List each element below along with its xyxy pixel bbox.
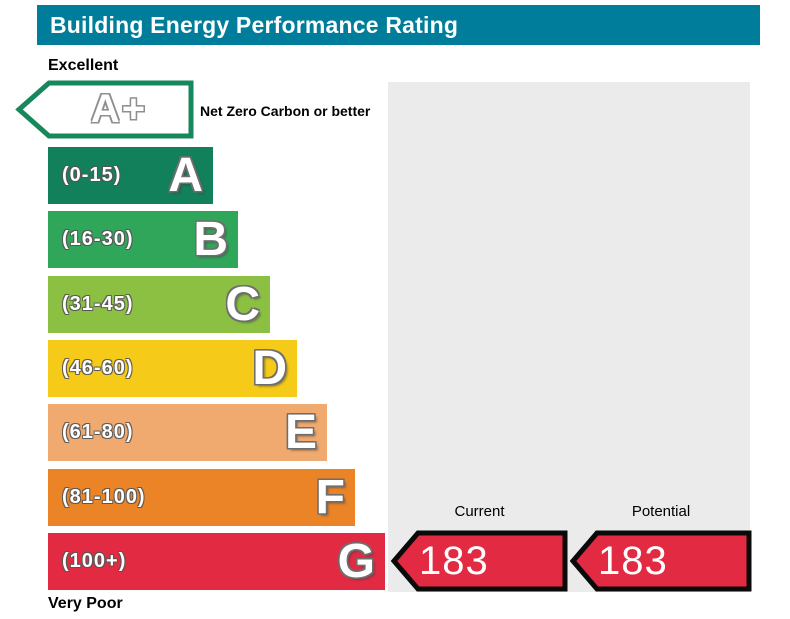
a-plus-arrow-shape <box>15 80 194 139</box>
potential-arrow-polygon <box>570 530 752 592</box>
current-arrow-polygon <box>391 530 568 592</box>
band-c-range: (31-45) <box>62 293 134 315</box>
scale-top-label: Excellent <box>48 57 119 74</box>
header-bar: Building Energy Performance Rating <box>37 5 760 45</box>
a-plus-description: Net Zero Carbon or better <box>200 103 371 119</box>
band-a-letter: A <box>168 149 203 202</box>
current-rating-value: 183 <box>419 538 489 583</box>
band-a-plus-letter: A+ <box>90 87 148 131</box>
band-e: (61-80) E <box>48 404 327 461</box>
band-g: (100+) G <box>48 533 385 590</box>
potential-rating-value: 183 <box>598 538 668 583</box>
band-e-range: (61-80) <box>62 421 134 443</box>
potential-column-label: Potential <box>631 503 691 520</box>
band-d-letter: D <box>252 342 287 395</box>
band-d-range: (46-60) <box>62 357 134 379</box>
potential-arrow-shape <box>570 530 752 592</box>
a-plus-arrow-outline <box>15 80 194 139</box>
band-d: (46-60) D <box>48 340 297 397</box>
scale-bottom-label: Very Poor <box>48 595 123 612</box>
band-b-range: (16-30) <box>62 228 134 250</box>
band-b: (16-30) B <box>48 211 238 268</box>
current-column-label: Current <box>454 503 505 520</box>
ratings-background-panel <box>388 82 750 592</box>
band-f-letter: F <box>315 471 345 524</box>
potential-rating-arrow: 183 <box>570 530 752 592</box>
band-a-plus: A+ <box>15 80 195 139</box>
band-g-letter: G <box>337 535 375 588</box>
band-g-range: (100+) <box>62 550 127 572</box>
page-title: Building Energy Performance Rating <box>50 11 459 38</box>
band-e-letter: E <box>284 406 317 459</box>
band-c: (31-45) C <box>48 276 270 333</box>
band-f: (81-100) F <box>48 469 355 526</box>
current-rating-arrow: 183 <box>391 530 568 592</box>
band-c-letter: C <box>225 278 260 331</box>
current-arrow-shape <box>391 530 568 592</box>
band-f-range: (81-100) <box>62 486 146 508</box>
band-a: (0-15) A <box>48 147 213 204</box>
band-b-letter: B <box>193 213 228 266</box>
band-a-range: (0-15) <box>62 164 122 186</box>
